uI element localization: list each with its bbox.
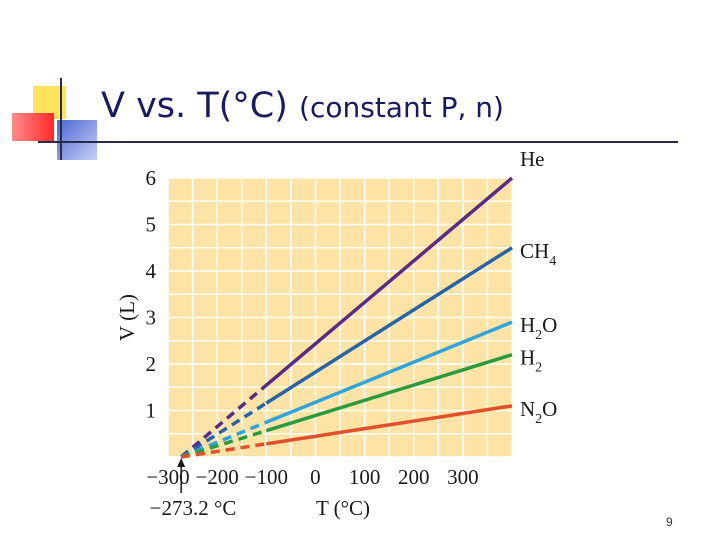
y-tick-label: 3 bbox=[146, 306, 157, 330]
series-H2O-line bbox=[265, 320, 513, 424]
y-tick-label: 2 bbox=[146, 352, 157, 376]
series-CH4-line bbox=[265, 246, 513, 405]
slide-title-sub: (constant P, n) bbox=[299, 91, 504, 124]
x-tick-label: 100 bbox=[349, 465, 381, 489]
x-axis-label: T (°C) bbox=[316, 496, 370, 520]
series-label-N2O: N2O bbox=[520, 397, 557, 427]
series-CH4-dashed bbox=[180, 401, 268, 459]
y-tick-label: 6 bbox=[146, 166, 157, 190]
x-tick-label: −100 bbox=[245, 465, 288, 489]
series-label-H2: H2 bbox=[520, 346, 542, 376]
y-axis-label: V (L) bbox=[115, 294, 139, 341]
series-label-CH4: CH4 bbox=[520, 239, 556, 269]
absolute-zero-annotation: −273.2 °C bbox=[150, 496, 237, 520]
slide-title: V vs. T(°C) (constant P, n) bbox=[101, 86, 504, 126]
series-He-line bbox=[265, 176, 514, 387]
x-tick-label: 200 bbox=[398, 465, 430, 489]
x-tick-label: 300 bbox=[447, 465, 479, 489]
decor-vertical-line bbox=[60, 78, 62, 160]
absolute-zero-arrowhead bbox=[177, 458, 186, 467]
y-tick-label: 4 bbox=[146, 259, 157, 283]
x-tick-label: 0 bbox=[310, 465, 321, 489]
slide-title-main: V vs. T(°C) bbox=[101, 86, 288, 126]
series-label-He: He bbox=[520, 147, 545, 171]
y-tick-label: 1 bbox=[146, 399, 157, 423]
series-H2-line bbox=[265, 353, 513, 433]
page-number: 9 bbox=[666, 515, 673, 529]
series-label-H2O: H2O bbox=[520, 313, 557, 343]
series-He-dashed bbox=[180, 383, 268, 459]
x-tick-label: −200 bbox=[195, 465, 238, 489]
title-underline bbox=[38, 141, 678, 143]
x-tick-label: −300 bbox=[146, 465, 189, 489]
decor-red-square bbox=[12, 113, 54, 141]
series-N2O-line bbox=[266, 404, 513, 446]
decor-blue-square bbox=[57, 120, 97, 160]
y-tick-label: 5 bbox=[146, 213, 157, 237]
